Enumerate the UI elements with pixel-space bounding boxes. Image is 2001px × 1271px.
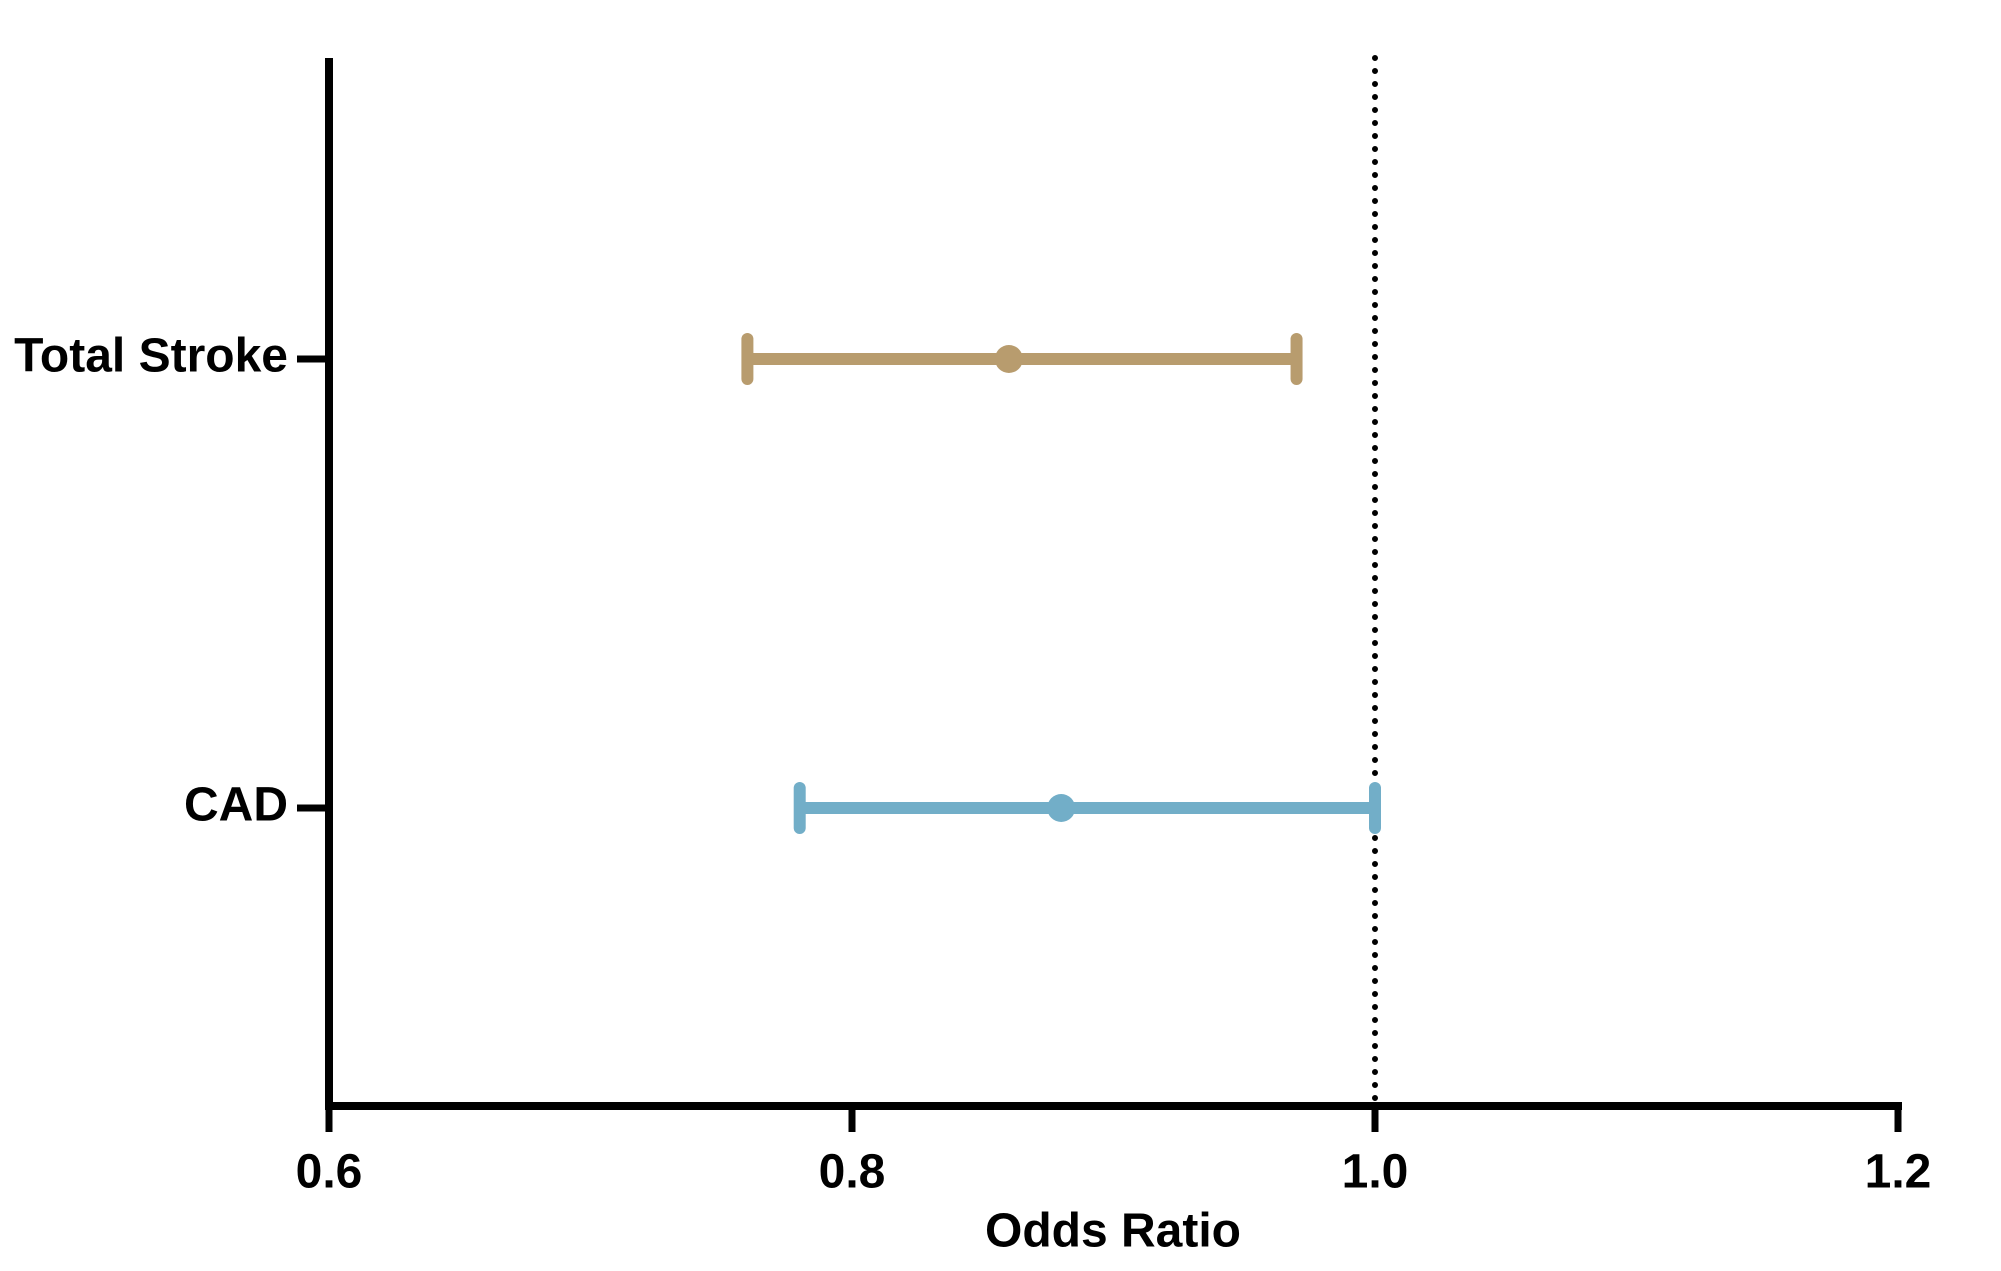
y-tick-label: Total Stroke bbox=[14, 330, 288, 383]
x-tick-label: 1.2 bbox=[1865, 1146, 1932, 1199]
y-tick-label: CAD bbox=[184, 779, 288, 832]
x-axis-label: Odds Ratio bbox=[985, 1205, 1241, 1258]
x-tick-label: 1.0 bbox=[1342, 1146, 1409, 1199]
point bbox=[1047, 794, 1076, 822]
point bbox=[994, 345, 1023, 373]
x-tick-label: 0.8 bbox=[819, 1146, 886, 1199]
x-tick-label: 0.6 bbox=[296, 1146, 363, 1199]
